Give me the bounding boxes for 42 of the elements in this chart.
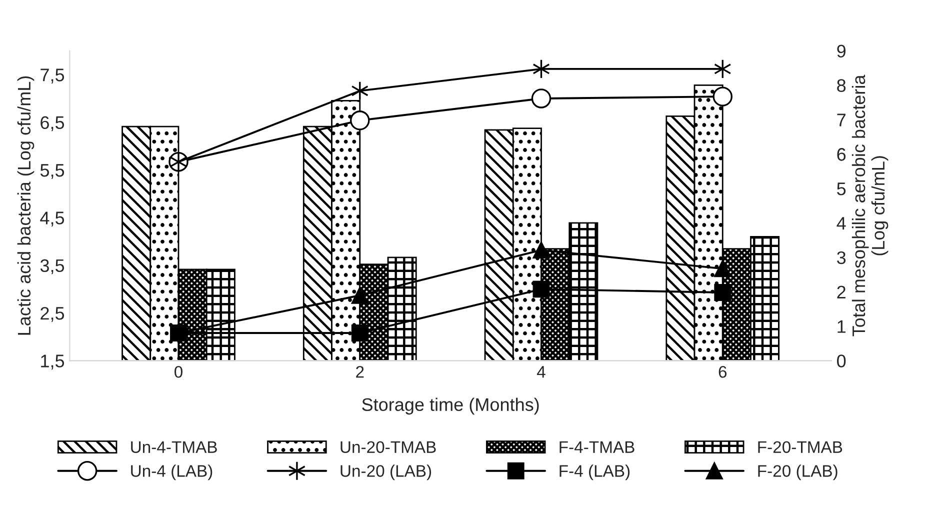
y2-tick-label: 0 [837,354,846,368]
y2-tick-label: 6 [837,148,846,161]
y2-tick-label: 4 [836,217,846,230]
x-tick-label: 2 [356,366,364,378]
y2-tick-label: 3 [837,251,846,264]
y-tick-label: 5,5 [40,164,64,179]
y2-tick-label: 8 [837,79,846,92]
point [351,286,368,304]
point [350,110,370,130]
x-axis-title: Storage time (Months) [362,398,539,415]
point [351,324,368,342]
legend-label: Un-20-TMAB [340,441,436,453]
legend-label: Un-20 (LAB) [340,464,432,480]
x-tick-label: 6 [718,366,727,378]
x-tick-label: 4 [537,366,546,378]
legend-label: F-20 (LAB) [758,464,838,480]
legend-label: F-4-TMAB [560,441,634,453]
y-tick-label: 6,5 [40,116,64,132]
legend-label: Un-4 (LAB) [131,464,212,480]
y-tick-label: 7,5 [40,68,64,84]
point [712,86,732,106]
y2-tick-label: 5 [837,182,846,196]
y2-tick-label: 9 [837,44,846,58]
legend-label: Un-4-TMAB [131,441,217,453]
x-tick-label: 0 [174,366,182,378]
y-tick-label: 1,5 [41,354,64,370]
y-tick-label: 2,5 [40,306,64,322]
y2-tick-label: 2 [837,286,846,298]
y2-tick-label: 1 [838,320,846,333]
y2-axis-title: Total mesophilic aerobic bacteria (Log cfu/mL) [852,74,888,336]
point [532,280,550,298]
legend-label: F-4 (LAB) [560,464,630,480]
y-axis-title: Lactic acid bacteria (Log cfu/mL) [17,76,34,335]
point [532,242,550,259]
y-tick-label: 3,5 [40,259,64,274]
point [170,324,187,342]
y-tick-label: 4,5 [40,212,64,227]
y2-tick-label: 7 [837,114,846,126]
point [531,88,552,108]
point [714,284,732,301]
point [714,260,732,278]
legend-label: F-20-TMAB [758,441,842,453]
